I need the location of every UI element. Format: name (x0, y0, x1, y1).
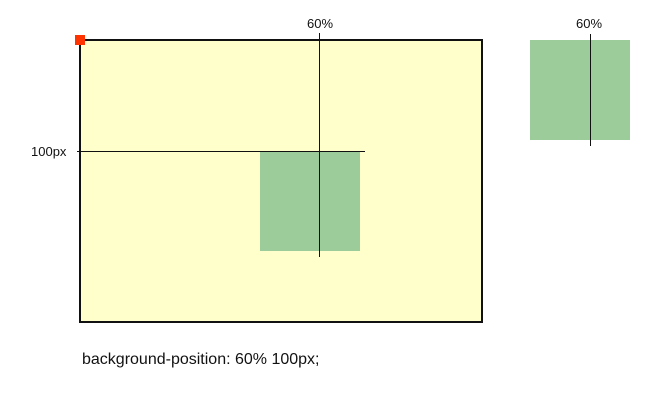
css-declaration-caption: background-position: 60% 100px; (82, 351, 320, 368)
y-offset-guide-line (77, 151, 365, 152)
x-position-guide-line (319, 33, 320, 257)
reference-background-image (530, 40, 630, 140)
positioned-background-image (260, 151, 360, 251)
reference-x-position-label: 60% (576, 16, 603, 31)
origin-marker (75, 35, 85, 45)
x-position-label: 60% (307, 16, 334, 31)
y-position-label: 100px (31, 144, 67, 159)
reference-60-percent-line (590, 34, 591, 146)
